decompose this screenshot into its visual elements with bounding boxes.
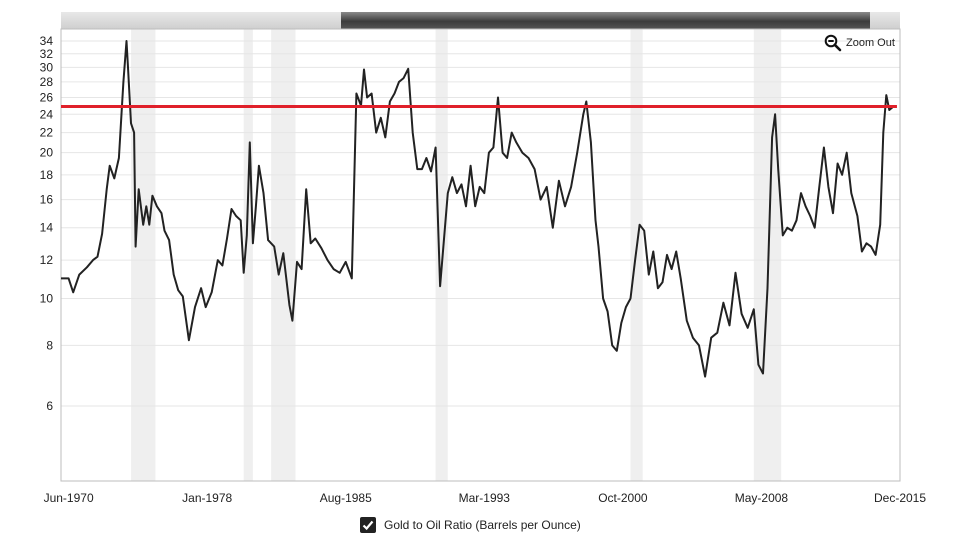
x-tick-label: Jan-1978 [182, 491, 232, 505]
recession-bands [131, 29, 782, 481]
zoom-out-label: Zoom Out [846, 37, 895, 49]
zoom-out-button[interactable]: Zoom Out [824, 33, 895, 53]
x-axis-ticks: Jun-1970 Jan-1978 Aug-1985 Mar-1993 Oct-2000… [44, 491, 927, 505]
zoom-out-icon [824, 34, 842, 52]
legend-label: Gold to Oil Ratio (Barrels per Ounce) [384, 518, 581, 532]
series-layer [61, 40, 894, 378]
series-line [61, 40, 894, 378]
y-tick-label: 34 [40, 34, 54, 48]
legend-item[interactable]: Gold to Oil Ratio (Barrels per Ounce) [360, 515, 581, 535]
y-tick-label: 24 [40, 107, 54, 121]
x-tick-label: May-2008 [735, 491, 789, 505]
recession-band [243, 29, 253, 481]
x-tick-label: Aug-1985 [320, 491, 372, 505]
y-tick-label: 32 [40, 47, 54, 61]
x-tick-label: Jun-1970 [44, 491, 94, 505]
range-navigator[interactable] [61, 12, 900, 29]
y-tick-label: 20 [40, 146, 54, 160]
x-tick-label: Oct-2000 [598, 491, 648, 505]
y-tick-label: 22 [40, 126, 54, 140]
gridlines [61, 40, 900, 407]
y-tick-label: 16 [40, 193, 54, 207]
plot-area-frame [60, 28, 901, 482]
recession-band [435, 29, 448, 481]
y-tick-label: 12 [40, 253, 54, 267]
y-tick-label: 10 [40, 291, 54, 305]
y-tick-label: 14 [40, 221, 54, 235]
y-tick-label: 6 [46, 399, 53, 413]
y-tick-label: 28 [40, 75, 54, 89]
y-tick-label: 18 [40, 168, 54, 182]
y-tick-label: 30 [40, 60, 54, 74]
legend-checkbox[interactable] [360, 517, 376, 533]
checkmark-icon [362, 520, 374, 531]
y-tick-label: 26 [40, 90, 54, 104]
recession-band [131, 29, 156, 481]
x-tick-label: Mar-1993 [459, 491, 511, 505]
x-tick-label: Dec-2015 [874, 491, 926, 505]
y-tick-label: 8 [46, 338, 53, 352]
range-navigator-window[interactable] [341, 12, 870, 29]
